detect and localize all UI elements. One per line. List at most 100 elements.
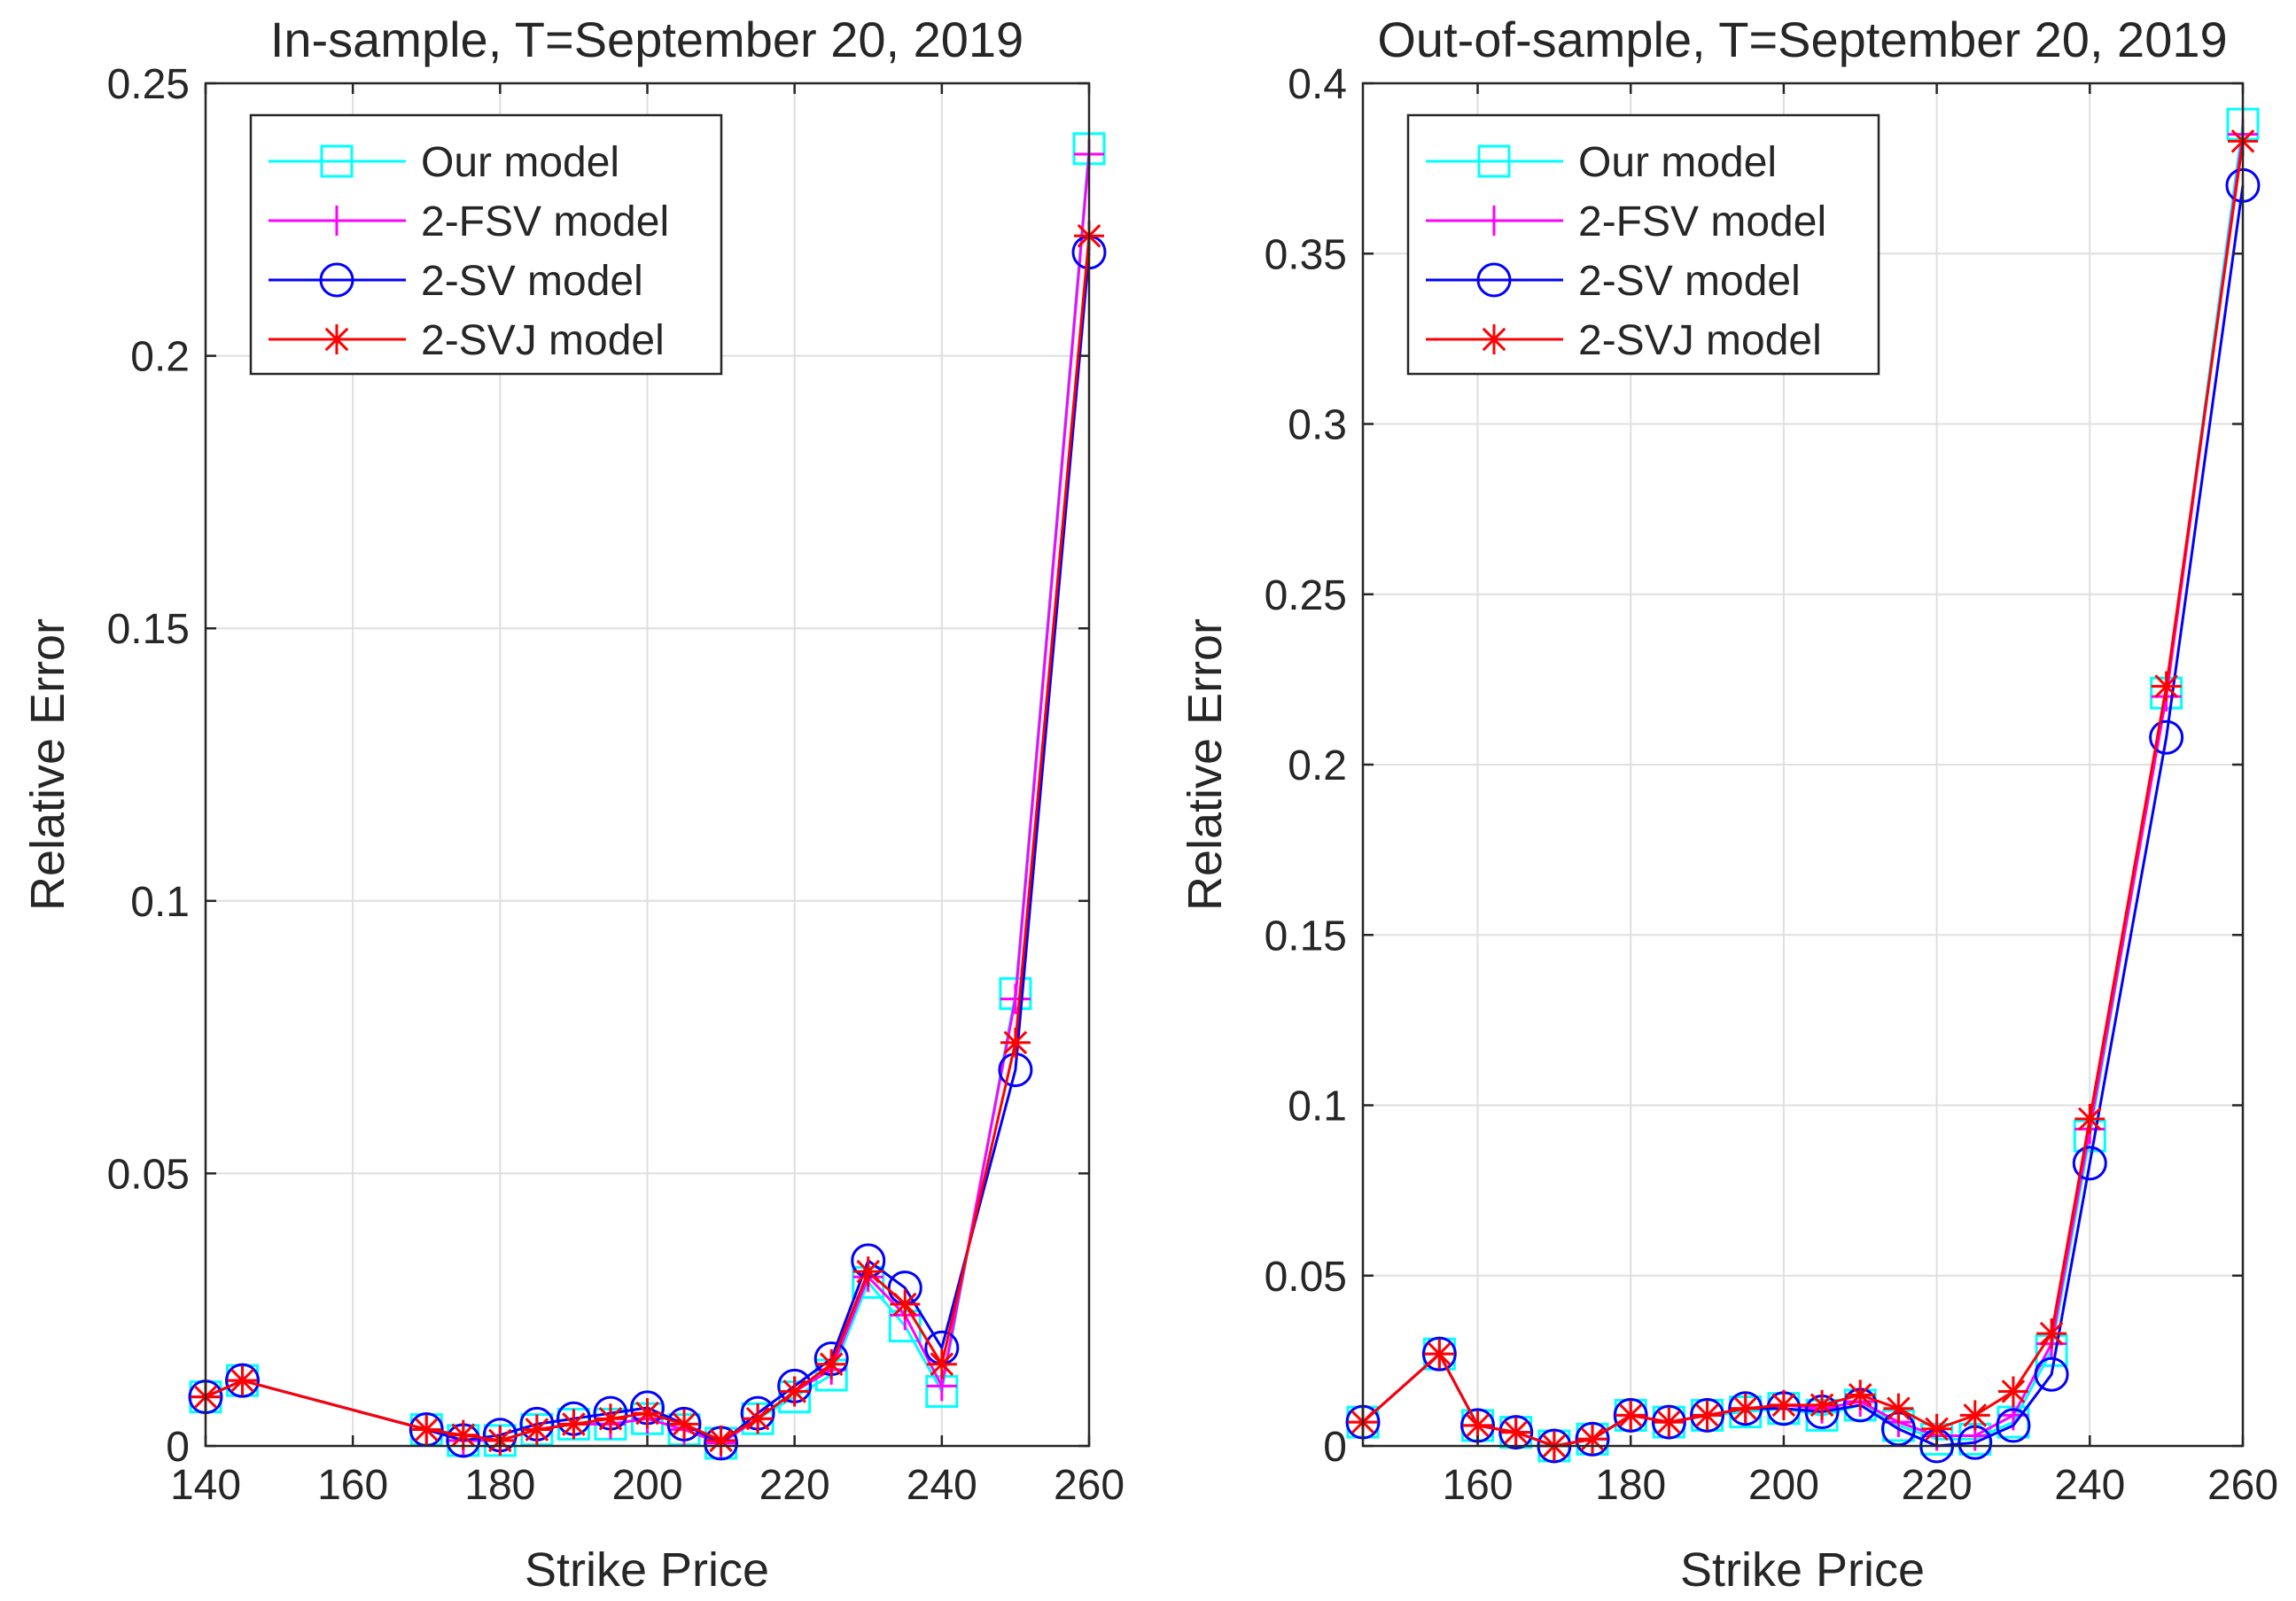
y-axis-label: Relative Error bbox=[1179, 618, 1232, 911]
data-point bbox=[666, 1406, 702, 1442]
data-point bbox=[1498, 1415, 1534, 1450]
y-tick-label: 0.15 bbox=[1265, 913, 1347, 960]
legend-marker bbox=[1479, 324, 1509, 354]
data-point bbox=[1000, 983, 1031, 1014]
y-tick-label: 0.25 bbox=[107, 61, 190, 108]
data-point bbox=[1996, 1408, 2031, 1443]
data-point bbox=[558, 1409, 589, 1440]
legend-label: Our model bbox=[1578, 139, 1777, 186]
x-axis-label: Strike Price bbox=[525, 1543, 769, 1597]
x-tick-label: 180 bbox=[464, 1462, 535, 1509]
x-tick-label: 260 bbox=[2207, 1462, 2278, 1509]
data-point bbox=[1654, 1407, 1685, 1438]
legend-label: 2-SV model bbox=[421, 258, 643, 305]
y-axis-label: Relative Error bbox=[21, 618, 74, 911]
chart-title: In-sample, T=September 20, 2019 bbox=[270, 12, 1023, 67]
legend-item: 2-FSV model bbox=[269, 198, 669, 245]
data-point bbox=[1575, 1421, 1610, 1457]
x-tick-label: 160 bbox=[317, 1462, 388, 1509]
x-tick-label: 220 bbox=[1902, 1462, 1973, 1509]
legend-item: 2-SV model bbox=[1426, 258, 1801, 305]
data-point bbox=[743, 1403, 774, 1434]
data-point bbox=[225, 1363, 261, 1398]
data-point bbox=[1730, 1393, 1761, 1424]
data-point bbox=[1424, 1339, 1455, 1370]
x-tick-label: 180 bbox=[1595, 1462, 1666, 1509]
y-tick-label: 0.05 bbox=[107, 1151, 190, 1198]
y-tick-label: 0 bbox=[1323, 1424, 1347, 1471]
data-point bbox=[595, 1403, 626, 1434]
data-point bbox=[1690, 1397, 1725, 1433]
data-point bbox=[1728, 1391, 1763, 1426]
legend-label: 2-SV model bbox=[1578, 258, 1801, 305]
legend-label: 2-SVJ model bbox=[421, 317, 665, 364]
legend-marker bbox=[320, 144, 354, 178]
x-tick-label: 240 bbox=[907, 1462, 977, 1509]
chart-title: Out-of-sample, T=September 20, 2019 bbox=[1377, 12, 2227, 67]
data-point bbox=[2034, 1356, 2069, 1392]
x-tick-label: 240 bbox=[2054, 1462, 2125, 1509]
data-point bbox=[411, 1414, 442, 1445]
data-point bbox=[2072, 1146, 2107, 1181]
y-tick-label: 0.1 bbox=[1288, 1084, 1347, 1131]
legend-marker bbox=[322, 206, 352, 236]
legend-label: 2-SVJ model bbox=[1578, 317, 1822, 364]
y-tick-label: 0.2 bbox=[130, 334, 190, 381]
x-axis-label: Strike Price bbox=[1680, 1543, 1925, 1597]
data-point bbox=[1500, 1417, 1531, 1448]
data-point bbox=[1768, 1389, 1799, 1420]
y-tick-label: 0 bbox=[166, 1424, 190, 1471]
data-point bbox=[2036, 1318, 2067, 1349]
data-point bbox=[1613, 1397, 1648, 1433]
data-point bbox=[521, 1414, 552, 1445]
legend-item: Our model bbox=[1426, 139, 1777, 186]
data-point bbox=[1577, 1424, 1608, 1455]
x-tick-label: 220 bbox=[759, 1462, 830, 1509]
data-point bbox=[2149, 719, 2184, 755]
x-tick-label: 160 bbox=[1442, 1462, 1513, 1509]
data-point bbox=[1883, 1393, 1914, 1424]
legend-marker bbox=[1477, 144, 1511, 178]
axis-ticks: 160 180 200 220 240 260 0 0.05 0.1 0.15 0.2 0.25 0.3… bbox=[1265, 61, 2278, 1509]
data-point bbox=[779, 1376, 810, 1407]
legend-item: 2-SVJ model bbox=[1426, 317, 1822, 364]
data-point bbox=[1000, 1027, 1031, 1058]
y-tick-label: 0.3 bbox=[1288, 402, 1347, 449]
legend-marker bbox=[319, 262, 354, 298]
x-tick-label: 260 bbox=[1054, 1462, 1125, 1509]
legend-marker bbox=[1479, 206, 1509, 236]
legend-item: 2-FSV model bbox=[1426, 198, 1826, 245]
y-tick-label: 0.25 bbox=[1265, 572, 1347, 619]
data-point bbox=[1845, 1380, 1876, 1411]
y-tick-label: 0.2 bbox=[1288, 742, 1347, 789]
grid-lines bbox=[1363, 83, 2243, 1446]
axis-ticks: 140 160 180 200 220 240 260 0 0.05 0.1 0.15 0.2 0.25 bbox=[107, 61, 1125, 1509]
data-point bbox=[1692, 1400, 1723, 1431]
legend-marker bbox=[322, 324, 352, 354]
y-tick-label: 0.35 bbox=[1265, 231, 1347, 278]
x-tick-label: 200 bbox=[1748, 1462, 1819, 1509]
chart-in-sample: 140 160 180 200 220 240 260 0 0.05 0.1 0.15 0.2 0.25… bbox=[21, 12, 1125, 1597]
x-tick-label: 200 bbox=[611, 1462, 682, 1509]
y-tick-label: 0.15 bbox=[107, 606, 190, 653]
data-point bbox=[1651, 1404, 1686, 1440]
data-point bbox=[852, 1256, 883, 1287]
data-point bbox=[1997, 1376, 2028, 1407]
data-point bbox=[2074, 1103, 2105, 1134]
legend-item: Our model bbox=[269, 139, 619, 186]
data-point bbox=[1615, 1400, 1646, 1431]
legend-label: Our model bbox=[421, 139, 619, 186]
x-tick-label: 140 bbox=[170, 1462, 241, 1509]
y-tick-label: 0.05 bbox=[1265, 1254, 1347, 1301]
data-point bbox=[705, 1425, 736, 1456]
legend-marker bbox=[1476, 262, 1512, 298]
legend-item: 2-SVJ model bbox=[269, 317, 665, 364]
data-point bbox=[2151, 671, 2182, 702]
legend-label: 2-FSV model bbox=[1578, 198, 1826, 245]
y-tick-label: 0.1 bbox=[130, 879, 190, 926]
legend-item: 2-SV model bbox=[269, 258, 643, 305]
legend: Our model 2-FSV model 2-SV model 2-SVJ mode… bbox=[1406, 113, 1880, 376]
y-tick-label: 0.4 bbox=[1288, 61, 1347, 108]
data-point bbox=[890, 1289, 921, 1320]
data-point bbox=[926, 1348, 957, 1380]
